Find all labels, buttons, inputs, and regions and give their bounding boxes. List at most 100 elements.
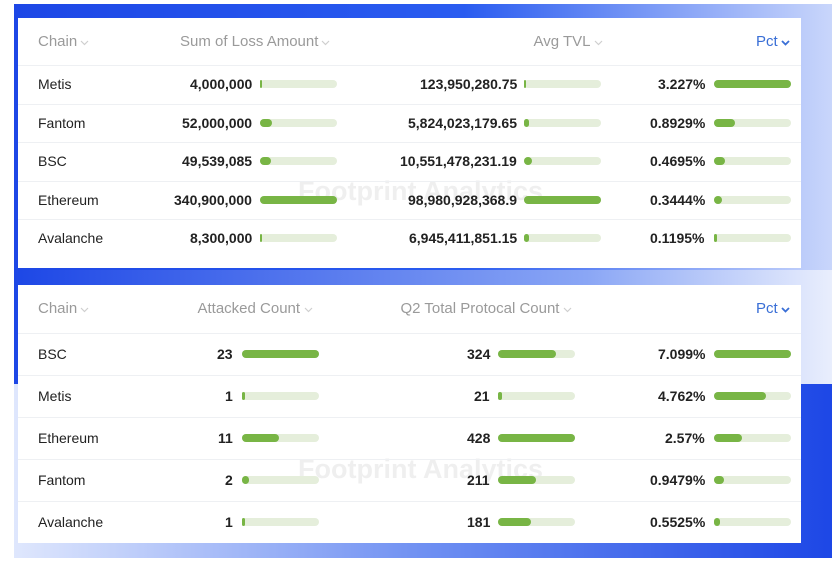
sort-icon[interactable] — [80, 307, 89, 313]
data-bar — [714, 518, 720, 526]
header-separator — [18, 65, 801, 66]
sort-icon[interactable] — [304, 307, 313, 313]
column-header: Sum of Loss Amount — [180, 32, 319, 50]
column-header: Chain — [38, 300, 78, 317]
sort-icon[interactable] — [594, 40, 603, 46]
bar-track — [524, 118, 601, 127]
data-bar — [714, 118, 736, 127]
data-bar — [260, 195, 337, 204]
row-separator — [18, 219, 801, 220]
column-header: Pct — [756, 32, 778, 50]
bar-track — [242, 434, 319, 442]
data-bar — [714, 195, 723, 204]
data-bar — [242, 350, 319, 358]
column-header: Q2 Total Protocal Count — [400, 300, 560, 317]
cell-value: 21 — [474, 388, 490, 404]
data-bar — [714, 434, 742, 442]
bar-track — [714, 80, 791, 89]
cell-value: 7.099% — [658, 346, 706, 362]
chain-name: Fantom — [38, 472, 86, 488]
bar-track — [714, 234, 791, 243]
data-bar — [260, 157, 272, 166]
bar-track — [714, 195, 791, 204]
cell-value: 324 — [467, 346, 491, 362]
bar-track — [498, 350, 575, 358]
chain-name: Metis — [38, 388, 72, 404]
cell-value: 8,300,000 — [190, 230, 253, 247]
row-separator — [18, 501, 801, 502]
data-bar — [524, 234, 530, 243]
data-bar — [498, 350, 557, 358]
chain-name: Metis — [38, 76, 72, 93]
bar-track — [524, 80, 601, 89]
sort-icon[interactable] — [80, 40, 89, 46]
data-bar — [714, 80, 791, 89]
row-separator — [18, 142, 801, 143]
row-separator — [18, 417, 801, 418]
chain-name: Avalanche — [38, 230, 104, 247]
bar-track — [714, 392, 791, 400]
data-bar — [524, 118, 529, 127]
sort-icon[interactable] — [781, 39, 790, 46]
data-bar — [524, 80, 526, 89]
bar-track — [524, 234, 601, 243]
data-bar — [498, 434, 575, 442]
chain-name: Ethereum — [38, 191, 99, 208]
cell-value: 98,980,928,368.9 — [408, 191, 517, 208]
data-bar — [524, 157, 533, 166]
bar-track — [714, 476, 791, 484]
table-panel: Footprint Analytics Chain Attacked Count Q2… — [18, 285, 801, 543]
row-separator — [18, 103, 801, 105]
row-separator — [18, 459, 801, 460]
bar-track — [260, 234, 337, 243]
bar-track — [498, 518, 575, 526]
cell-value: 1 — [225, 388, 233, 404]
cell-value: 52,000,000 — [182, 114, 253, 131]
chain-name: BSC — [38, 153, 67, 170]
sort-icon[interactable] — [781, 307, 790, 313]
cell-value: 3.227% — [658, 76, 706, 93]
data-bar — [714, 476, 725, 484]
data-bar — [498, 518, 531, 526]
bar-track — [498, 476, 575, 484]
bar-track — [242, 518, 319, 526]
cell-value: 0.8929% — [650, 114, 706, 131]
bar-track — [714, 350, 791, 358]
row-separator — [18, 375, 801, 376]
bar-track — [242, 392, 319, 400]
cell-value: 0.9479% — [650, 472, 706, 488]
bar-track — [714, 434, 791, 442]
chain-name: BSC — [38, 346, 67, 362]
cell-value: 123,950,280.75 — [420, 76, 518, 93]
bar-track — [498, 434, 575, 442]
bar-track — [714, 118, 791, 127]
bar-track — [242, 350, 319, 358]
data-bar — [714, 350, 791, 358]
data-bar — [714, 392, 766, 400]
sort-icon[interactable] — [563, 307, 572, 313]
cell-value: 4,000,000 — [190, 76, 253, 93]
cell-value: 428 — [467, 430, 491, 446]
data-bar — [242, 518, 246, 526]
cell-value: 6,945,411,851.15 — [409, 230, 518, 247]
cell-value: 5,824,023,179.65 — [408, 114, 517, 131]
chevron — [80, 40, 89, 45]
chevron — [781, 39, 790, 46]
cell-value: 10,551,478,231.19 — [400, 153, 517, 170]
bar-track — [260, 157, 337, 166]
bar-track — [714, 157, 791, 166]
cell-value: 4.762% — [658, 388, 706, 404]
chevron — [304, 307, 312, 313]
sort-icon[interactable] — [321, 40, 330, 46]
data-bar — [524, 195, 601, 204]
column-header: Chain — [38, 32, 78, 50]
data-bar — [242, 392, 246, 400]
data-bar — [242, 434, 279, 442]
cell-value: 49,539,085 — [182, 153, 253, 170]
cell-value: 1 — [225, 514, 233, 530]
data-bar — [260, 118, 272, 127]
data-bar — [260, 234, 262, 243]
data-bar — [242, 476, 249, 484]
chain-name: Fantom — [38, 114, 86, 131]
